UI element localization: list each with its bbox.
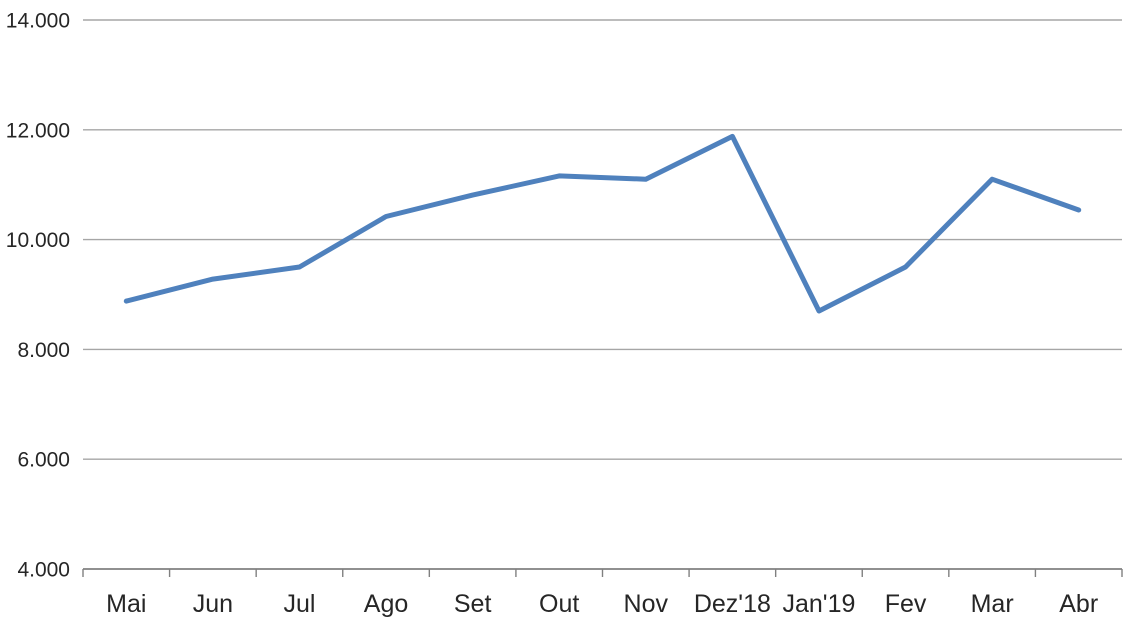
x-axis-tick-label: Mar <box>971 590 1014 618</box>
x-axis-tick-label: Nov <box>624 590 669 618</box>
y-axis-tick-label: 6.000 <box>17 449 70 472</box>
x-axis-tick-label: Out <box>539 590 579 618</box>
data-line-series-1 <box>123 133 1082 314</box>
y-axis-tick-label: 4.000 <box>17 559 70 582</box>
x-axis-tick-label: Mai <box>106 590 146 618</box>
y-axis-tick-label: 10.000 <box>6 229 70 252</box>
x-axis-tick-label: Jun <box>193 590 233 618</box>
x-axis-tick-label: Set <box>454 590 492 618</box>
x-axis-tick-label: Jan'19 <box>783 590 856 618</box>
y-axis-tick-label: 12.000 <box>6 119 70 142</box>
x-axis-tick-label: Ago <box>364 590 408 618</box>
y-axis-tick-label: 8.000 <box>17 339 70 362</box>
y-axis-tick-label: 14.000 <box>6 10 70 33</box>
x-axis-tick-label: Fev <box>885 590 927 618</box>
x-axis-tick-label: Dez'18 <box>694 590 771 618</box>
x-axis-tick-label: Abr <box>1059 590 1098 618</box>
x-axis-tick-label: Jul <box>283 590 315 618</box>
